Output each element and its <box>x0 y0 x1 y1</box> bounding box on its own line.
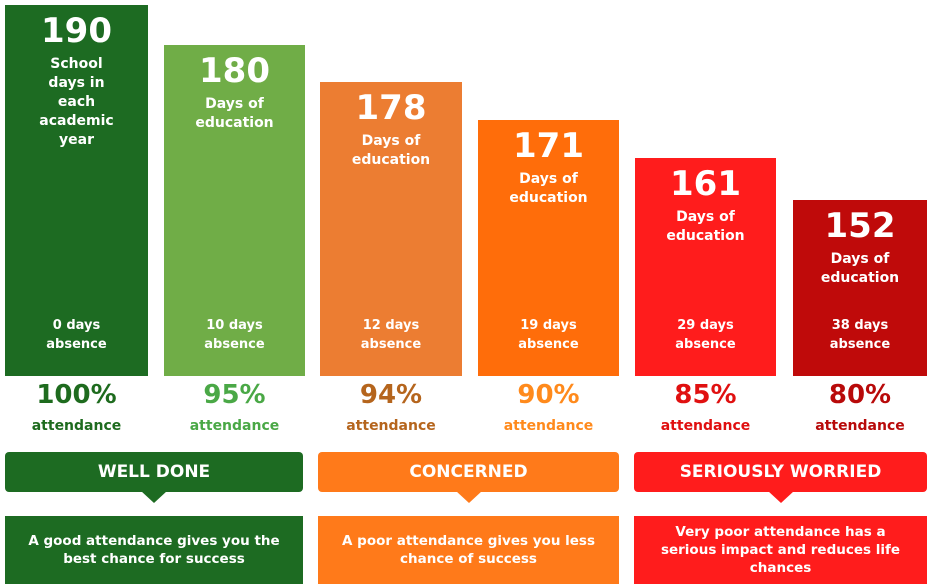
attendance-label: attendance <box>189 418 280 434</box>
attendance-label: attendance <box>660 418 751 434</box>
band-pointer <box>141 491 167 503</box>
bar: 161 Days of education 29 days absence <box>635 158 776 376</box>
bar: 190 School days in each academic year 0 da… <box>5 5 148 376</box>
band-text: Very poor attendance has a serious impac… <box>634 516 927 584</box>
attendance-label: attendance <box>503 418 594 434</box>
days: 178 <box>355 88 427 128</box>
days-label: Days of education <box>509 171 588 206</box>
attendance-percent: 100% <box>36 380 117 410</box>
bar: 152 Days of education 38 days absence <box>793 200 927 376</box>
attendance-percent: 95% <box>203 380 266 410</box>
days-label: Days of education <box>666 209 745 244</box>
band-title: CONCERNED <box>318 452 619 492</box>
attendance-percent: 90% <box>517 380 580 410</box>
absence: 0 days absence <box>46 318 107 352</box>
band-pointer <box>455 491 482 503</box>
days-label: Days of education <box>820 251 900 286</box>
days: 161 <box>670 164 741 204</box>
band-text: A good attendance gives you the best cha… <box>5 516 303 584</box>
absence: 38 days absence <box>829 318 891 352</box>
bar: 178 Days of education 12 days absence <box>320 82 462 376</box>
absence: 29 days absence <box>675 318 736 352</box>
bar: 180 Days of education 10 days absence <box>164 45 305 376</box>
attendance-label: attendance <box>346 418 436 434</box>
attendance-percent: 85% <box>674 380 737 410</box>
absence: 12 days absence <box>360 318 422 352</box>
days-label: Days of education <box>351 133 431 168</box>
days-label: Days of education <box>195 96 274 131</box>
days: 190 <box>41 11 112 51</box>
days: 180 <box>199 51 270 91</box>
band-title: WELL DONE <box>5 452 303 492</box>
attendance-percent: 94% <box>359 380 423 410</box>
absence: 10 days absence <box>204 318 265 352</box>
band-title: SERIOUSLY WORRIED <box>634 452 927 492</box>
attendance-percent: 80% <box>828 380 892 410</box>
band-text: A poor attendance gives you less chance … <box>318 516 619 584</box>
band-pointer <box>767 491 794 503</box>
bar: 171 Days of education 19 days absence <box>478 120 619 376</box>
days: 152 <box>824 206 896 246</box>
days: 171 <box>513 126 584 166</box>
attendance-label: attendance <box>31 418 122 434</box>
absence: 19 days absence <box>518 318 579 352</box>
days-label: School days in each academic year <box>39 56 114 148</box>
attendance-label: attendance <box>815 418 905 434</box>
